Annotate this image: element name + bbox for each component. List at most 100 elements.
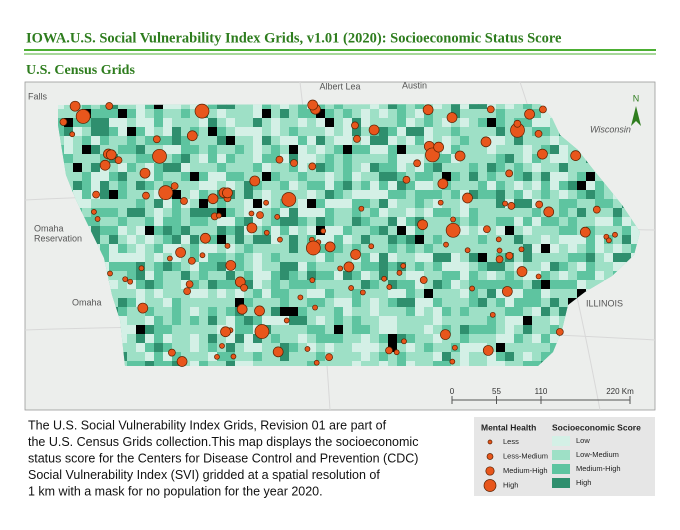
- grid-cell: [136, 325, 146, 335]
- grid-cell: [226, 361, 236, 366]
- grid-cell: [478, 226, 488, 236]
- grid-cell: [91, 154, 101, 164]
- grid-cell: [532, 289, 542, 299]
- grid-cell: [118, 118, 128, 128]
- point: [94, 216, 101, 222]
- grid-cell: [199, 271, 209, 281]
- grid-cell: [298, 217, 308, 227]
- grid-cell: [550, 181, 560, 191]
- grid-cell: [127, 361, 137, 366]
- grid-cell: [343, 325, 353, 335]
- grid-cell: [442, 316, 452, 326]
- grid-cell: [496, 163, 506, 173]
- grid-cell: [307, 307, 317, 317]
- grid-cell: [190, 352, 200, 362]
- grid-cell: [406, 298, 416, 308]
- point: [281, 192, 297, 207]
- grid-cell: [451, 352, 461, 362]
- grid-cell: [433, 352, 443, 362]
- grid-cell: [109, 253, 119, 263]
- grid-cell: [208, 104, 218, 110]
- grid-cell: [253, 253, 263, 263]
- grid-cell: [532, 334, 542, 344]
- grid-cell: [262, 104, 272, 110]
- grid-cell: [388, 127, 398, 137]
- grid-cell: [361, 208, 371, 218]
- grid-cell: [244, 253, 254, 263]
- grid-cell: [505, 271, 515, 281]
- grid-cell: [271, 280, 281, 290]
- grid-cell: [442, 154, 452, 164]
- grid-cell: [361, 253, 371, 263]
- grid-cell: [118, 199, 128, 209]
- grid-cell: [217, 307, 227, 317]
- grid-cell: [82, 199, 92, 209]
- grid-cell: [316, 118, 326, 128]
- grid-cell: [253, 316, 263, 326]
- grid-cell: [217, 289, 227, 299]
- point: [393, 349, 400, 356]
- grid-cell: [568, 172, 578, 182]
- grid-cell: [361, 280, 371, 290]
- grid-cell: [415, 271, 425, 281]
- grid-cell: [235, 262, 245, 272]
- grid-cell: [343, 343, 353, 353]
- grid-cell: [253, 343, 263, 353]
- grid-cell: [487, 208, 497, 218]
- point: [69, 131, 76, 138]
- grid-cell: [280, 244, 290, 254]
- grid-cell: [397, 109, 407, 119]
- grid-cell: [91, 172, 101, 182]
- grid-cell: [181, 109, 191, 119]
- grid-cell: [514, 190, 524, 200]
- grid-cell: [208, 145, 218, 155]
- grid-cell: [559, 298, 569, 308]
- grid-cell: [442, 199, 452, 209]
- point: [359, 289, 366, 296]
- point: [214, 353, 220, 360]
- grid-cell: [199, 352, 209, 362]
- grid-cell: [478, 235, 488, 245]
- grid-cell: [388, 181, 398, 191]
- grid-cell: [100, 190, 110, 200]
- grid-cell: [271, 226, 281, 236]
- grid-cell: [226, 244, 236, 254]
- place-label: Austin: [402, 80, 427, 90]
- grid-cell: [334, 253, 344, 263]
- grid-cell: [226, 253, 236, 263]
- grid-cell: [325, 361, 335, 366]
- grid-cell: [586, 217, 596, 227]
- grid-cell: [424, 127, 434, 137]
- grid-cell: [208, 109, 218, 119]
- grid-cell: [550, 316, 560, 326]
- grid-cell: [244, 181, 254, 191]
- grid-cell: [298, 226, 308, 236]
- scale-label: 55: [492, 387, 501, 396]
- grid-cell: [514, 172, 524, 182]
- grid-cell: [280, 271, 290, 281]
- grid-cell: [523, 262, 533, 272]
- grid-cell: [451, 217, 461, 227]
- grid-cell: [100, 226, 110, 236]
- grid-cell: [262, 208, 272, 218]
- grid-cell: [271, 163, 281, 173]
- grid-cell: [334, 361, 344, 366]
- grid-cell: [487, 109, 497, 119]
- grid-cell: [163, 343, 173, 353]
- grid-cell: [469, 262, 479, 272]
- grid-cell: [316, 343, 326, 353]
- grid-cell: [154, 118, 164, 128]
- grid-cell: [469, 217, 479, 227]
- grid-cell: [523, 217, 533, 227]
- grid-cell: [298, 271, 308, 281]
- grid-cell: [145, 325, 155, 335]
- point: [400, 262, 407, 269]
- grid-cell: [343, 163, 353, 173]
- grid-cell: [424, 325, 434, 335]
- grid-cell: [568, 262, 578, 272]
- grid-cell: [298, 334, 308, 344]
- point: [358, 205, 365, 212]
- grid-cell: [424, 163, 434, 173]
- grid-cell: [208, 316, 218, 326]
- grid-cell: [91, 163, 101, 173]
